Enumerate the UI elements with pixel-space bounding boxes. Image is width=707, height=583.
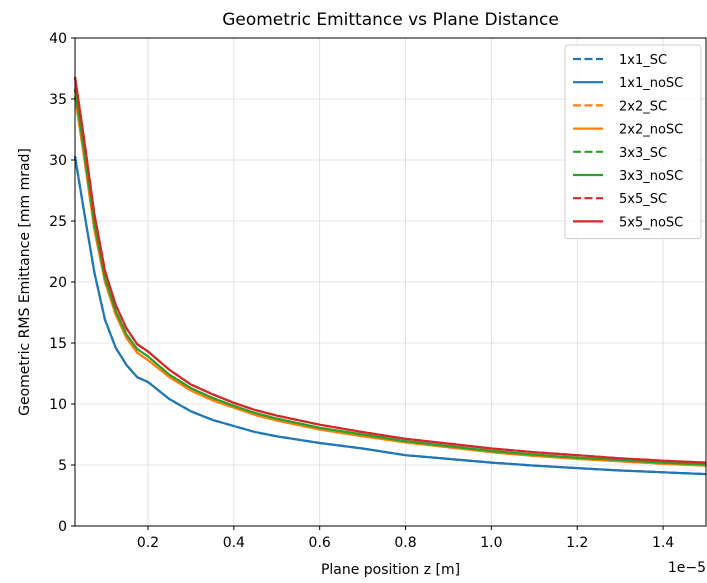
y-tick-label: 35	[49, 92, 67, 108]
y-tick-label: 0	[58, 519, 67, 535]
y-tick-label: 15	[49, 336, 67, 352]
x-tick-label: 0.2	[137, 535, 159, 551]
y-tick-label: 5	[58, 458, 67, 474]
y-tick-label: 40	[49, 31, 67, 47]
x-tick-label: 1.2	[566, 535, 588, 551]
series-line-3x3_noSC	[73, 89, 707, 466]
x-tick-label: 0.4	[223, 535, 245, 551]
y-tick-label: 30	[49, 153, 67, 169]
y-tick-label: 25	[49, 214, 67, 230]
x-axis-label: Plane position z [m]	[321, 562, 460, 578]
y-tick-label: 20	[49, 275, 67, 291]
legend-label-3x3_SC: 3x3_SC	[619, 146, 667, 161]
x-tick-label: 1.4	[652, 535, 674, 551]
legend-label-1x1_SC: 1x1_SC	[619, 53, 667, 68]
x-tick-label: 0.6	[309, 535, 331, 551]
legend-label-3x3_noSC: 3x3_noSC	[619, 169, 683, 184]
legend-label-2x2_noSC: 2x2_noSC	[619, 123, 683, 138]
legend-label-1x1_noSC: 1x1_noSC	[619, 76, 683, 91]
legend: 1x1_SC 1x1_noSC 2x2_SC 2x2_noSC 3x3_SC 3x3_no…	[564, 44, 702, 240]
legend-box	[564, 44, 702, 240]
legend-label-2x2_SC: 2x2_SC	[619, 99, 667, 114]
series-line-5x5_noSC	[73, 76, 707, 464]
y-tick-label: 10	[49, 397, 67, 413]
series-line-1x1_noSC	[73, 156, 707, 476]
legend-label-5x5_SC: 5x5_SC	[619, 192, 667, 207]
axis-ticks: 0.2 0.4 0.6 0.8 1.0 1.2 1.4 0 5 10 15 20 25 30 35 40	[49, 31, 674, 551]
x-tick-label: 0.8	[394, 535, 416, 551]
legend-label-5x5_noSC: 5x5_noSC	[619, 215, 683, 230]
x-axis-offset-label: 1e−5	[668, 560, 706, 576]
x-tick-label: 1.0	[480, 535, 502, 551]
series-lines	[73, 76, 707, 476]
series-line-2x2_noSC	[73, 96, 707, 467]
chart-title: Geometric Emittance vs Plane Distance	[222, 10, 559, 30]
y-axis-label: Geometric RMS Emittance [mm mrad]	[17, 148, 33, 416]
